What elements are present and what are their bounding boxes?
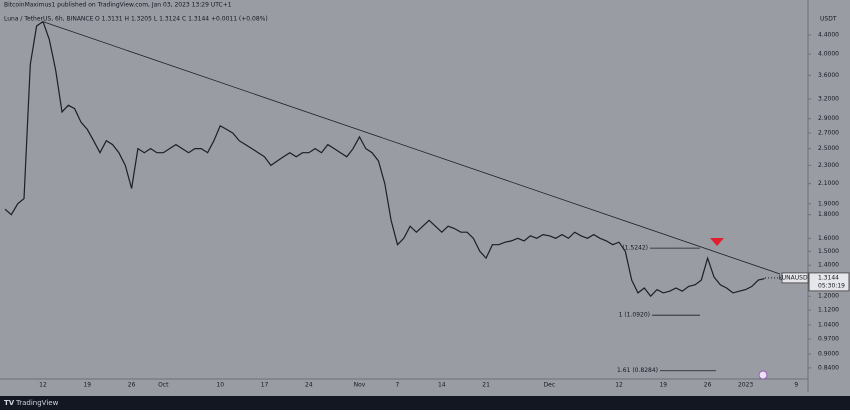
x-tick-label: 21 bbox=[482, 382, 490, 389]
x-tick-label: 26 bbox=[704, 382, 712, 389]
event-icon bbox=[758, 370, 768, 380]
y-tick-label: 1.8000 bbox=[818, 211, 839, 218]
symbol: Luna / TetherUS, 6h, BINANCE bbox=[4, 16, 94, 23]
fib-label: 1.61 (0.8284) bbox=[617, 367, 658, 374]
y-tick-label: 1.9000 bbox=[818, 200, 839, 207]
y-tick-label: 2.7000 bbox=[818, 130, 839, 137]
footer-bar bbox=[0, 396, 850, 410]
y-tick-label: 4.4000 bbox=[818, 31, 839, 38]
y-tick-label: 1.2000 bbox=[818, 293, 839, 300]
publisher: BitcoinMaximus1 published on TradingView… bbox=[4, 2, 232, 9]
x-tick-label: 19 bbox=[659, 382, 667, 389]
x-tick-label: 9 bbox=[794, 382, 798, 389]
y-tick-label: 3.2000 bbox=[818, 95, 839, 102]
y-tick-label: 1.4000 bbox=[818, 262, 839, 269]
y-tick-label: 2.3000 bbox=[818, 162, 839, 169]
x-tick-label: Oct bbox=[158, 382, 169, 389]
x-tick-label: Nov bbox=[354, 382, 366, 389]
price-line bbox=[4, 20, 765, 298]
y-tick-label: 1.1200 bbox=[818, 307, 839, 314]
y-tick-label: 2.5000 bbox=[818, 145, 839, 152]
symbol-tag-text: LUNAUSDT bbox=[779, 274, 812, 281]
x-tick-label: 26 bbox=[128, 382, 136, 389]
footer-logo: TV bbox=[4, 399, 15, 407]
y-tick-label: 1.5000 bbox=[818, 248, 839, 255]
price-tag-countdown: 05:30:19 bbox=[818, 282, 845, 289]
x-tick-label: 24 bbox=[305, 382, 313, 389]
y-tick-label: 0.8400 bbox=[818, 364, 839, 371]
x-tick-label: 12 bbox=[615, 382, 623, 389]
y-tick-label: 0.9000 bbox=[818, 351, 839, 358]
axis-unit: USDT bbox=[820, 16, 837, 23]
x-tick-label: Dec bbox=[544, 382, 556, 389]
x-tick-label: 10 bbox=[216, 382, 224, 389]
x-tick-label: 2023 bbox=[738, 382, 753, 389]
y-tick-label: 1.0400 bbox=[818, 321, 839, 328]
x-tick-label: 14 bbox=[438, 382, 446, 389]
ohlc: O 1.3131 H 1.3205 L 1.3124 C 1.3144 +0.0… bbox=[95, 16, 268, 23]
x-tick-label: 19 bbox=[83, 382, 91, 389]
fib-label: 1 (1.0920) bbox=[619, 312, 650, 319]
symbol-tag bbox=[781, 272, 809, 284]
price-tag bbox=[808, 272, 850, 292]
fib-label: (1.5242) bbox=[622, 245, 648, 252]
price-tag-value: 1.3144 bbox=[818, 274, 839, 281]
trendline bbox=[43, 21, 781, 275]
y-tick-label: 0.9700 bbox=[818, 335, 839, 342]
x-tick-label: 7 bbox=[396, 382, 400, 389]
y-tick-label: 2.1000 bbox=[818, 180, 839, 187]
x-tick-label: 12 bbox=[39, 382, 47, 389]
resistance-marker bbox=[710, 238, 724, 246]
y-tick-label: 3.6000 bbox=[818, 72, 839, 79]
y-tick-label: 2.9000 bbox=[818, 115, 839, 122]
x-tick-label: 17 bbox=[261, 382, 269, 389]
footer-brand: TradingView bbox=[15, 399, 59, 407]
y-tick-label: 4.0000 bbox=[818, 51, 839, 58]
y-tick-label: 1.6000 bbox=[818, 235, 839, 242]
